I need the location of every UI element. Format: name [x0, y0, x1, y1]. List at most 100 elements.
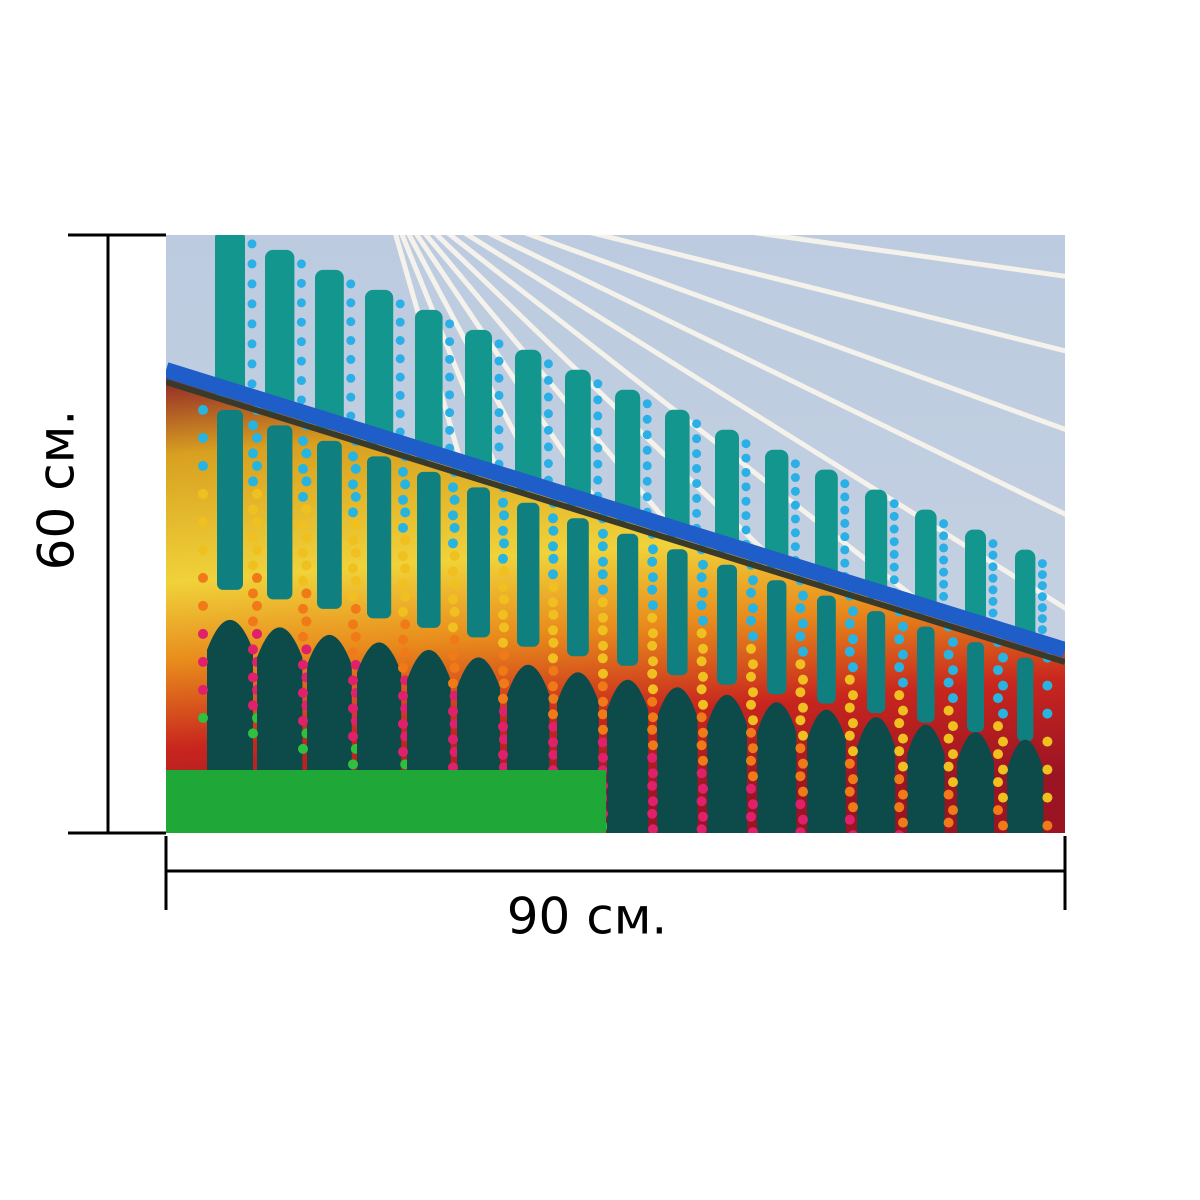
light — [840, 545, 850, 555]
light — [692, 478, 702, 488]
light — [445, 425, 455, 435]
rail-edge — [166, 379, 1065, 665]
light — [1042, 736, 1053, 747]
light — [498, 497, 508, 508]
light — [543, 359, 553, 369]
lower-pillar — [267, 425, 293, 600]
light — [943, 677, 954, 688]
light — [696, 740, 707, 751]
light — [395, 335, 405, 345]
light — [848, 690, 858, 701]
light — [548, 541, 558, 552]
light — [944, 846, 954, 856]
light — [298, 547, 308, 558]
light — [939, 519, 949, 529]
light — [448, 566, 458, 577]
light — [798, 899, 808, 909]
light — [548, 653, 558, 664]
light — [642, 476, 652, 486]
light — [840, 558, 850, 568]
light — [889, 537, 899, 547]
light — [894, 886, 904, 896]
light — [499, 734, 509, 745]
lower-pillar — [567, 518, 589, 657]
light — [198, 460, 208, 471]
rail — [166, 362, 1065, 658]
light — [1037, 603, 1047, 613]
light — [400, 507, 411, 518]
light — [844, 786, 855, 797]
light — [741, 525, 751, 535]
light — [593, 411, 603, 421]
light — [350, 463, 361, 474]
light — [247, 339, 257, 349]
light — [696, 572, 707, 583]
spoke — [380, 110, 1200, 180]
light — [494, 442, 504, 452]
light — [348, 703, 358, 714]
light — [498, 581, 508, 592]
light — [448, 762, 458, 773]
light — [648, 712, 658, 723]
light — [848, 914, 858, 924]
light — [301, 448, 312, 459]
light — [692, 419, 702, 429]
light — [795, 883, 805, 893]
light — [948, 693, 958, 704]
light — [597, 709, 608, 720]
light — [252, 600, 262, 611]
light — [597, 541, 608, 552]
lower-pillar — [767, 580, 787, 695]
light — [398, 578, 408, 589]
spoke — [463, 235, 1065, 611]
light — [296, 337, 306, 347]
light — [798, 843, 808, 853]
light — [748, 715, 758, 726]
light — [598, 556, 608, 567]
light — [848, 746, 858, 757]
light — [998, 877, 1008, 887]
spoke — [380, 180, 1200, 215]
light — [248, 504, 258, 515]
light — [993, 833, 1003, 843]
light — [400, 591, 411, 602]
light — [993, 917, 1003, 927]
light — [400, 479, 411, 490]
light — [698, 868, 708, 878]
light — [898, 649, 908, 660]
light — [593, 427, 603, 437]
pillar — [315, 269, 344, 429]
light — [1042, 820, 1053, 831]
light — [248, 588, 258, 599]
light — [499, 510, 509, 521]
lower-pillar — [967, 642, 984, 733]
light — [741, 496, 751, 506]
pillar — [415, 309, 443, 460]
light — [898, 930, 908, 940]
light — [746, 643, 756, 654]
light — [889, 549, 899, 559]
light — [698, 755, 708, 766]
light — [198, 656, 208, 667]
light — [296, 395, 306, 405]
lower-pillar — [1017, 657, 1034, 742]
light — [494, 339, 504, 349]
pillar — [265, 249, 295, 414]
light — [598, 696, 608, 707]
arch — [657, 687, 698, 833]
light — [198, 684, 208, 695]
light — [894, 662, 905, 673]
light — [400, 563, 411, 574]
light — [848, 858, 858, 868]
light — [247, 319, 257, 329]
pillar — [865, 489, 888, 600]
light — [543, 409, 553, 419]
light — [398, 606, 408, 617]
light — [597, 653, 608, 664]
light — [698, 559, 708, 570]
light — [301, 560, 312, 571]
pillar — [765, 449, 789, 569]
light — [998, 764, 1008, 775]
light — [848, 830, 858, 833]
light — [198, 432, 208, 443]
